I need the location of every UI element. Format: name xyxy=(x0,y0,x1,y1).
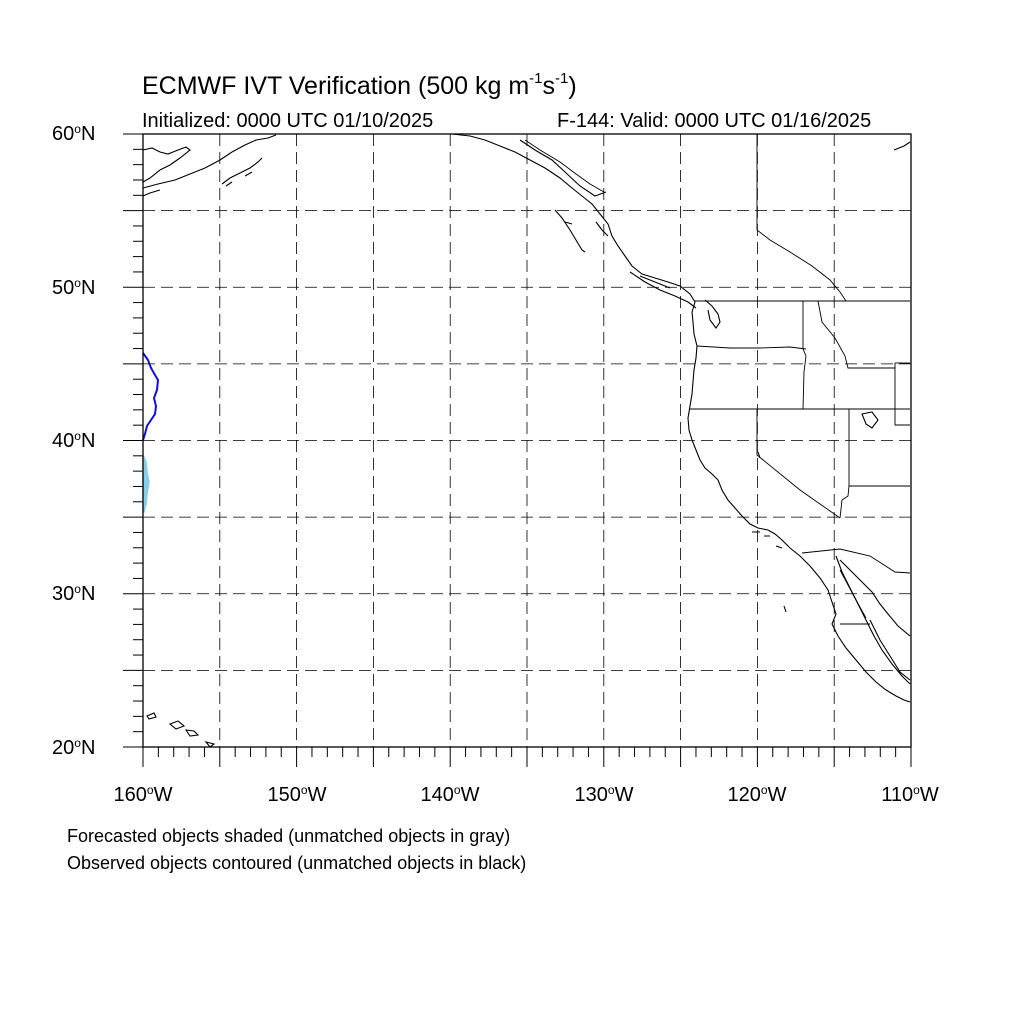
lake-great-salt xyxy=(861,411,879,429)
border-id-mt xyxy=(817,300,895,369)
lon-label-140: 140oW xyxy=(420,783,480,806)
coast-kodiak xyxy=(142,189,161,197)
title-main: ECMWF IVT Verification (500 kg m xyxy=(142,72,530,100)
forecast-object-shaded xyxy=(142,454,150,513)
border-ca-nv xyxy=(756,409,841,519)
title-end: ) xyxy=(568,72,577,100)
figure-title: ECMWF IVT Verification (500 kg m-1s-1) xyxy=(142,71,577,100)
title-sup2: -1 xyxy=(555,70,569,87)
lon-label-130: 130oW xyxy=(574,783,634,806)
coast-gulf-of-california xyxy=(835,555,911,685)
axis-ticks xyxy=(123,133,912,767)
border-alaska-bc xyxy=(524,139,605,193)
lat-lon-grid xyxy=(143,134,911,747)
title-sup1: -1 xyxy=(529,70,543,87)
lat-label-60: 60oN xyxy=(52,122,96,145)
coast-panhandle-inner xyxy=(519,139,607,197)
border-id-ut-nv xyxy=(848,409,910,487)
coast-far-right xyxy=(893,141,911,151)
lat-label-20: 20oN xyxy=(52,736,96,759)
footer-forecast-note: Forecasted objects shaded (unmatched obj… xyxy=(67,826,511,846)
observed-object-contour xyxy=(142,352,160,441)
lon-label-160: 160oW xyxy=(113,783,173,806)
coast-alaska-islands xyxy=(221,157,263,187)
map-frame xyxy=(142,133,912,748)
coast-alaska-west xyxy=(142,146,191,183)
border-or-id xyxy=(802,355,807,410)
border-nv-az xyxy=(839,485,850,519)
coast-guadalupe xyxy=(783,605,787,613)
lat-label-50: 50oN xyxy=(52,276,96,299)
initialized-label: Initialized: 0000 UTC 01/10/2025 xyxy=(142,110,434,132)
border-mexico-states xyxy=(839,569,870,625)
lon-label-120: 120oW xyxy=(727,783,787,806)
coastlines xyxy=(142,133,911,748)
title-mid: s xyxy=(542,72,556,100)
lon-label-110: 110oW xyxy=(881,783,939,806)
valid-label: F-144: Valid: 0000 UTC 01/16/2025 xyxy=(557,110,872,132)
coast-alaska-south xyxy=(142,134,277,189)
coast-puget xyxy=(704,299,721,329)
coast-mexico-south xyxy=(869,619,911,681)
coast-hawaii xyxy=(146,712,216,748)
border-us-mexico xyxy=(801,548,911,574)
border-wa-id xyxy=(802,301,807,357)
border-wy xyxy=(894,363,910,426)
political-borders xyxy=(524,134,911,625)
coast-baja xyxy=(831,623,911,703)
coast-vancouver-island xyxy=(629,271,697,309)
lat-label-40: 40oN xyxy=(52,429,96,452)
footer-observed-note: Observed objects contoured (unmatched ob… xyxy=(67,853,527,873)
border-wa-or xyxy=(696,345,807,350)
coast-california xyxy=(691,439,837,625)
lon-label-150: 150oW xyxy=(267,783,327,806)
coast-washington-oregon xyxy=(687,301,698,441)
lat-label-30: 30oN xyxy=(52,582,96,605)
coast-channel-islands xyxy=(752,531,783,549)
coast-alaska-gulf xyxy=(451,133,696,303)
border-bc-alberta xyxy=(756,229,847,302)
coast-islands-bc xyxy=(554,209,609,253)
coast-mainland-mexico xyxy=(839,559,911,637)
